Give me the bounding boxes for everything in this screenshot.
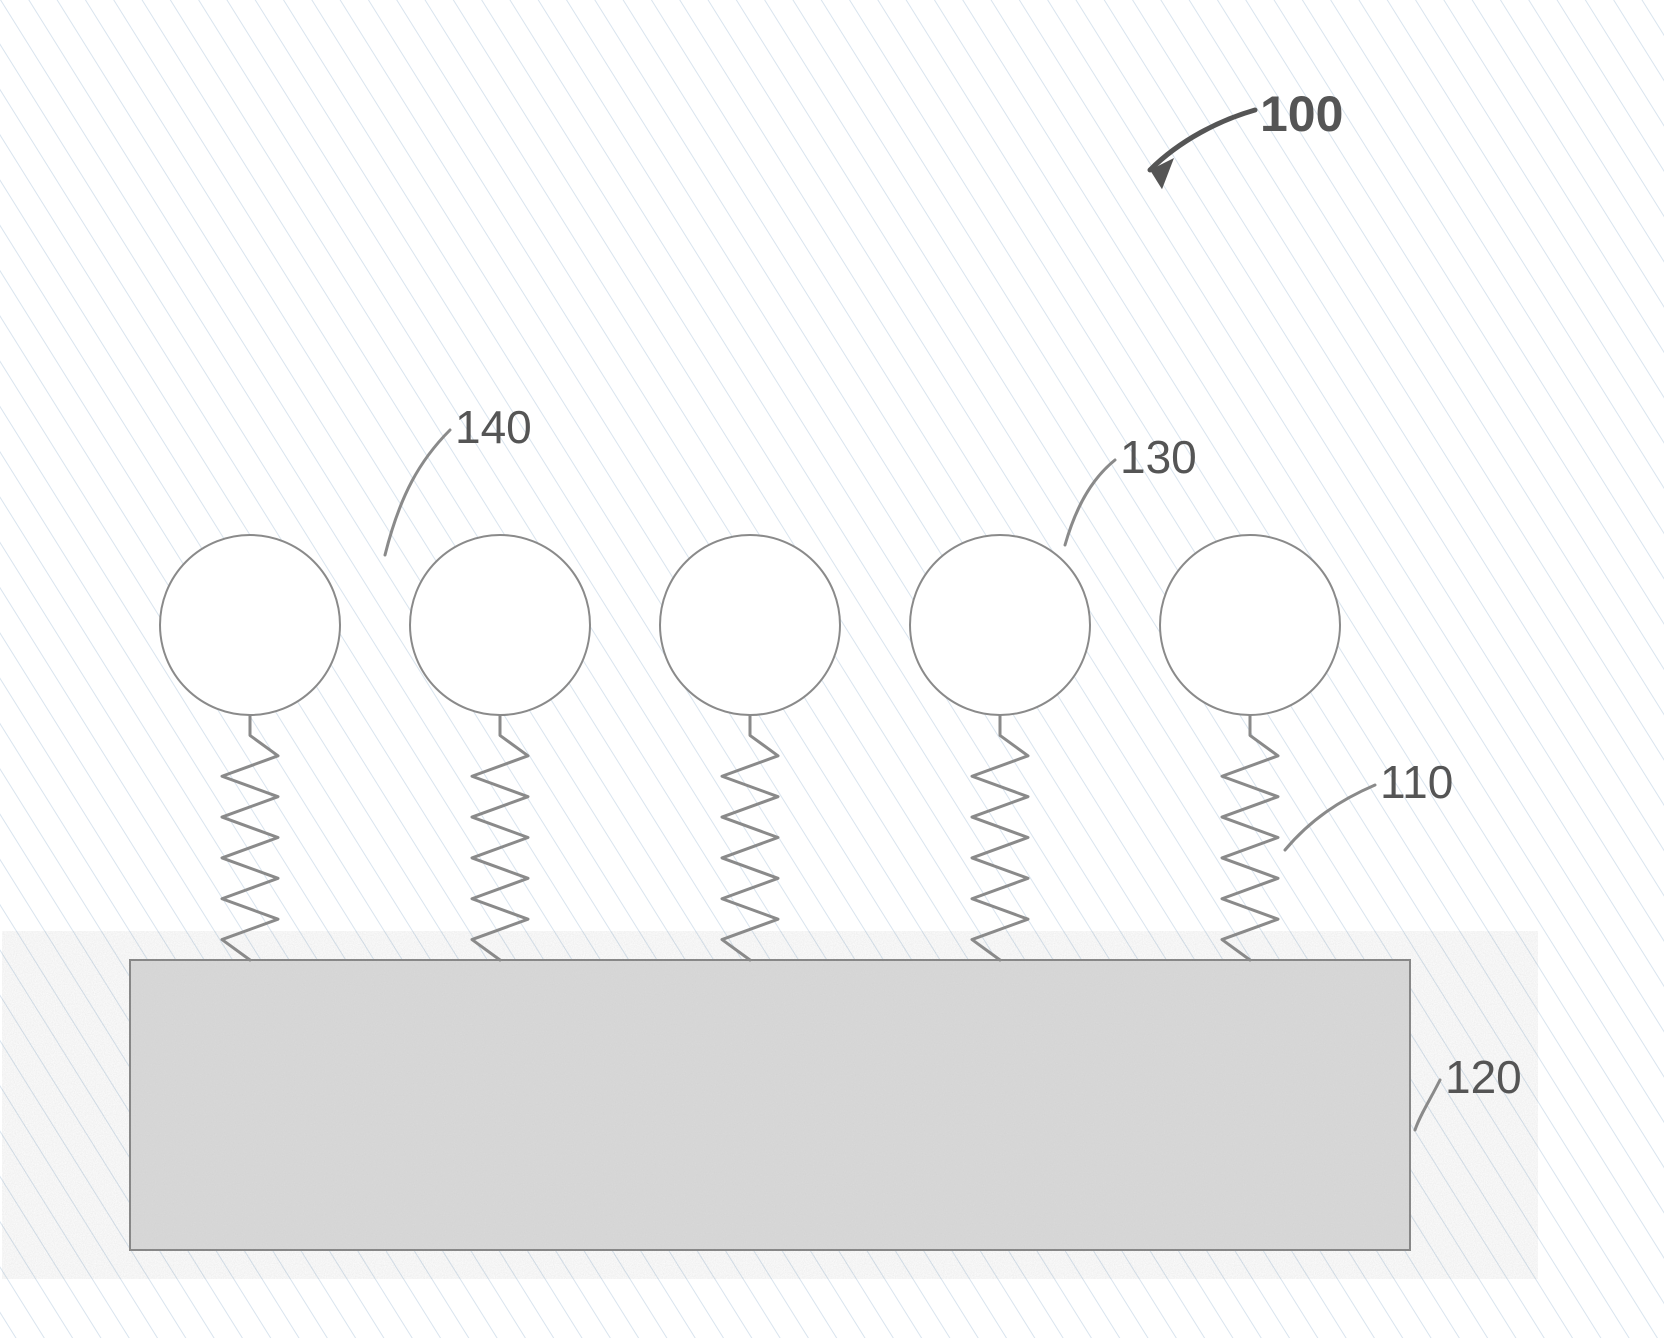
diagram-svg: [0, 0, 1664, 1338]
diagram-canvas: 100 140 130 110 120: [0, 0, 1664, 1338]
callout-label-140: 140: [455, 400, 532, 454]
callout-label-130: 130: [1120, 430, 1197, 484]
reference-label-100: 100: [1260, 85, 1343, 143]
callout-label-110: 110: [1380, 755, 1453, 809]
callout-label-120: 120: [1445, 1050, 1522, 1104]
